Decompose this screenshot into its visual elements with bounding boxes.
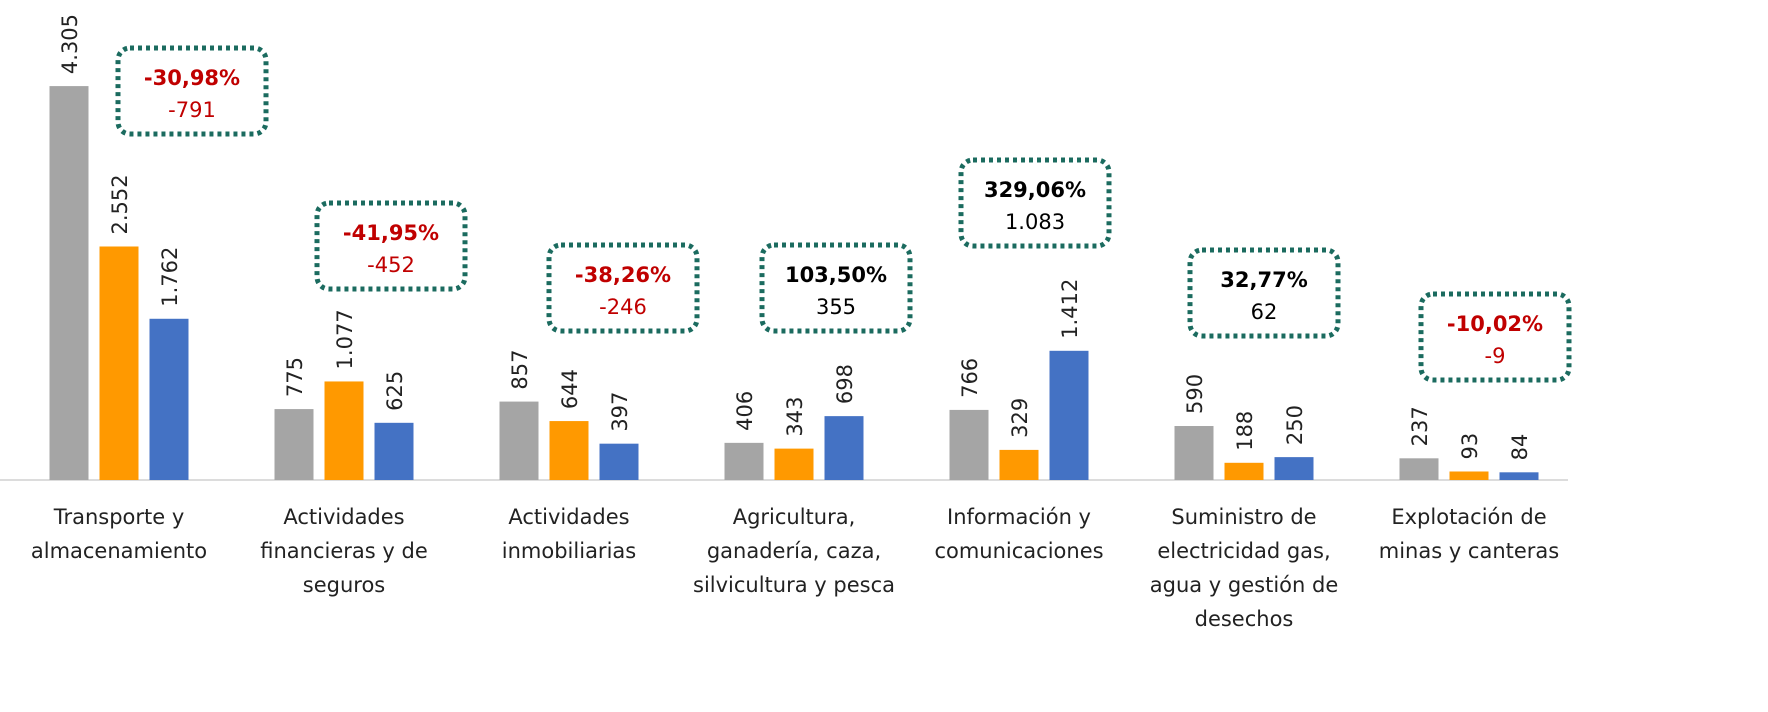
bar — [549, 421, 589, 480]
bar — [99, 246, 139, 480]
value-label: 237 — [1408, 406, 1432, 446]
value-label: 1.762 — [158, 247, 182, 307]
x-tick-label: Transporte y almacenamiento — [30, 505, 208, 563]
value-label: 766 — [958, 358, 982, 398]
annotation-difference: -452 — [367, 253, 415, 277]
bar — [1224, 462, 1264, 480]
x-tick-label: Suministro de electricidad gas, agua y g… — [1149, 505, 1339, 631]
bar — [1274, 457, 1314, 480]
value-label: 625 — [383, 371, 407, 411]
value-label: 1.077 — [333, 309, 357, 369]
bar — [1499, 472, 1539, 480]
x-label-box: Información y comunicaciones — [934, 505, 1104, 563]
value-label: 857 — [508, 349, 532, 389]
annotation-percent: -38,26% — [575, 263, 671, 287]
bar — [274, 409, 314, 480]
annotation-difference: -791 — [168, 98, 216, 122]
value-label: 698 — [833, 364, 857, 404]
x-label-box: Actividades financieras y de seguros — [260, 505, 428, 597]
x-tick-label: Información y comunicaciones — [934, 505, 1104, 563]
x-tick-label: Actividades inmobiliarias — [501, 505, 637, 563]
annotation-percent: -30,98% — [144, 66, 240, 90]
value-label: 84 — [1508, 434, 1532, 461]
value-label: 2.552 — [108, 174, 132, 234]
bar — [599, 443, 639, 480]
bar — [1449, 471, 1489, 480]
bar — [949, 409, 989, 480]
value-label: 644 — [558, 369, 582, 409]
bar — [324, 381, 364, 480]
value-label: 93 — [1458, 433, 1482, 460]
bar — [1399, 458, 1439, 480]
annotation-percent: 329,06% — [984, 178, 1086, 202]
value-label: 397 — [608, 392, 632, 432]
bar — [1174, 426, 1214, 480]
bar — [49, 86, 89, 480]
value-label: 329 — [1008, 398, 1032, 438]
bar — [1049, 350, 1089, 480]
x-label-box: Suministro de electricidad gas, agua y g… — [1149, 505, 1339, 631]
x-tick-label: Explotación de minas y canteras — [1378, 505, 1560, 563]
bar — [774, 448, 814, 480]
bar — [149, 318, 189, 480]
x-label-box: Actividades inmobiliarias — [501, 505, 637, 563]
x-tick-label: Agricultura, ganadería, caza, silvicultu… — [693, 505, 895, 597]
annotation-percent: -10,02% — [1447, 312, 1543, 336]
value-label: 188 — [1233, 411, 1257, 451]
bar — [824, 416, 864, 480]
annotation-difference: -246 — [599, 295, 647, 319]
x-label-box: Transporte y almacenamiento — [30, 505, 208, 563]
annotation-percent: 32,77% — [1220, 268, 1307, 292]
bar — [724, 442, 764, 480]
value-label: 1.412 — [1058, 279, 1082, 339]
x-label-box: Explotación de minas y canteras — [1378, 505, 1560, 563]
annotation-percent: -41,95% — [343, 221, 439, 245]
annotation-difference: 1.083 — [1005, 210, 1065, 234]
annotation-difference: 355 — [816, 295, 856, 319]
x-label-box: Agricultura, ganadería, caza, silvicultu… — [693, 505, 895, 597]
value-label: 406 — [733, 391, 757, 431]
bar — [999, 449, 1039, 480]
value-label: 4.305 — [58, 14, 82, 74]
annotation-difference: 62 — [1251, 300, 1278, 324]
bar — [374, 422, 414, 480]
bar — [499, 401, 539, 480]
x-tick-label: Actividades financieras y de seguros — [260, 505, 428, 597]
value-label: 343 — [783, 397, 807, 437]
annotation-percent: 103,50% — [785, 263, 887, 287]
value-label: 250 — [1283, 405, 1307, 445]
annotation-difference: -9 — [1485, 344, 1506, 368]
value-label: 590 — [1183, 374, 1207, 414]
value-label: 775 — [283, 357, 307, 397]
